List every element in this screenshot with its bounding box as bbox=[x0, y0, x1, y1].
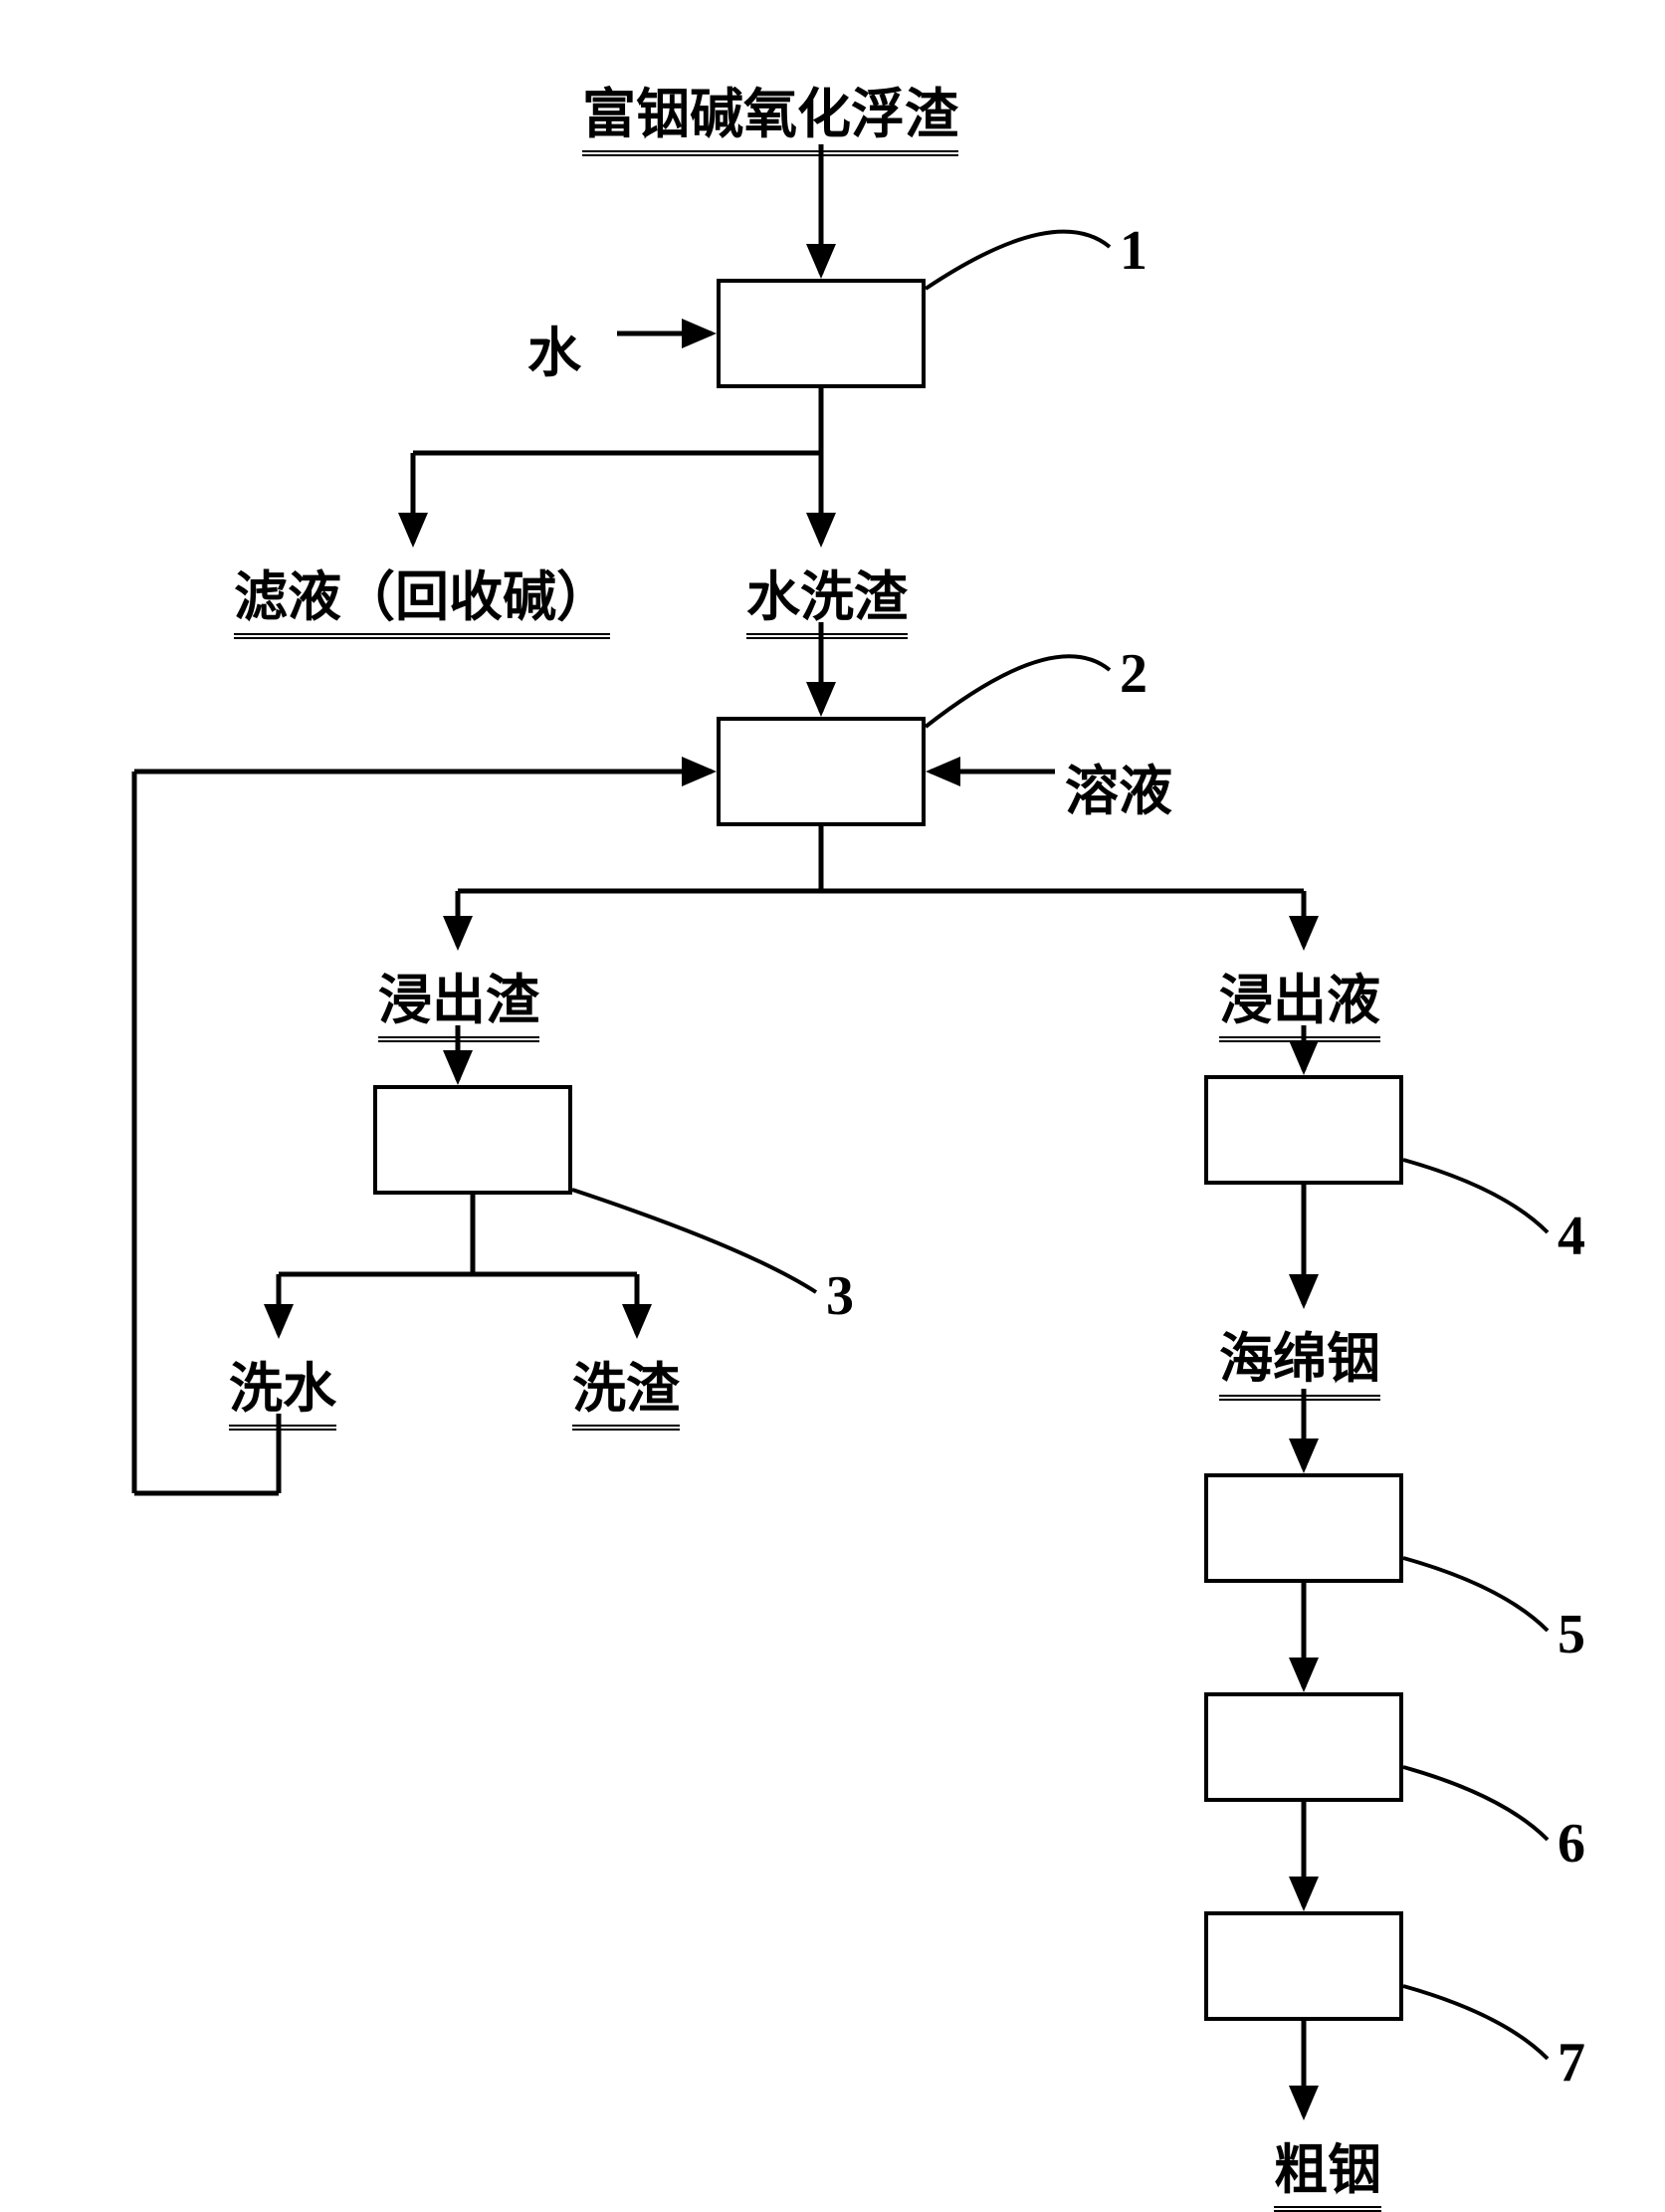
label-filtrate: 滤液（回收碱） bbox=[234, 553, 610, 639]
label-crude-indium-text: 粗铟 bbox=[1274, 2125, 1381, 2212]
label-leach-residue-text: 浸出渣 bbox=[378, 956, 539, 1042]
process-box-3 bbox=[373, 1085, 572, 1195]
ref-num-2: 2 bbox=[1120, 642, 1147, 706]
label-leach-residue: 浸出渣 bbox=[378, 956, 539, 1042]
label-wash-water-text: 洗水 bbox=[229, 1344, 336, 1431]
process-box-1 bbox=[717, 279, 926, 388]
label-wash-residue-text: 洗渣 bbox=[572, 1344, 680, 1431]
label-sponge-indium: 海绵铟 bbox=[1219, 1314, 1380, 1401]
label-solution: 溶液 bbox=[1065, 747, 1172, 825]
label-leach-liquid-text: 浸出液 bbox=[1219, 956, 1380, 1042]
ref-num-5: 5 bbox=[1558, 1603, 1585, 1666]
label-water-residue-text: 水洗渣 bbox=[746, 553, 908, 639]
label-crude-indium: 粗铟 bbox=[1274, 2125, 1381, 2212]
ref-num-3: 3 bbox=[826, 1264, 854, 1328]
label-leach-liquid: 浸出液 bbox=[1219, 956, 1380, 1042]
ref-num-7: 7 bbox=[1558, 2031, 1585, 2095]
label-filtrate-text: 滤液（回收碱） bbox=[234, 553, 610, 639]
process-box-5 bbox=[1204, 1473, 1403, 1583]
label-wash-water: 洗水 bbox=[229, 1344, 336, 1431]
label-top-input: 富铟碱氧化浮渣 bbox=[582, 70, 958, 156]
process-box-6 bbox=[1204, 1692, 1403, 1802]
label-wash-residue: 洗渣 bbox=[572, 1344, 680, 1431]
ref-num-6: 6 bbox=[1558, 1812, 1585, 1876]
label-top-input-text: 富铟碱氧化浮渣 bbox=[582, 70, 958, 156]
label-solution-text: 溶液 bbox=[1065, 762, 1172, 821]
process-box-2 bbox=[717, 717, 926, 826]
label-water-text: 水 bbox=[527, 324, 581, 383]
label-sponge-indium-text: 海绵铟 bbox=[1219, 1314, 1380, 1401]
label-water-residue: 水洗渣 bbox=[746, 553, 908, 639]
process-box-7 bbox=[1204, 1911, 1403, 2021]
ref-num-1: 1 bbox=[1120, 219, 1147, 283]
process-box-4 bbox=[1204, 1075, 1403, 1185]
label-water: 水 bbox=[527, 309, 581, 387]
ref-num-4: 4 bbox=[1558, 1205, 1585, 1268]
